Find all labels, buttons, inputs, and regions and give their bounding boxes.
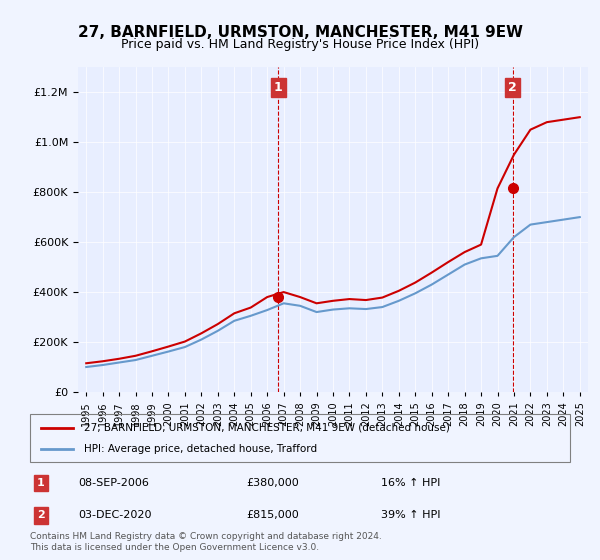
Text: 03-DEC-2020: 03-DEC-2020 <box>79 510 152 520</box>
Text: £815,000: £815,000 <box>246 510 299 520</box>
Text: 1: 1 <box>37 478 44 488</box>
Text: 08-SEP-2006: 08-SEP-2006 <box>79 478 149 488</box>
Text: 2: 2 <box>508 81 517 94</box>
Text: 2: 2 <box>37 510 44 520</box>
Text: 1: 1 <box>274 81 283 94</box>
Text: £380,000: £380,000 <box>246 478 299 488</box>
Text: Price paid vs. HM Land Registry's House Price Index (HPI): Price paid vs. HM Land Registry's House … <box>121 38 479 51</box>
Text: 27, BARNFIELD, URMSTON, MANCHESTER, M41 9EW (detached house): 27, BARNFIELD, URMSTON, MANCHESTER, M41 … <box>84 423 450 433</box>
Text: 16% ↑ HPI: 16% ↑ HPI <box>381 478 440 488</box>
Text: Contains HM Land Registry data © Crown copyright and database right 2024.
This d: Contains HM Land Registry data © Crown c… <box>30 532 382 552</box>
Text: 27, BARNFIELD, URMSTON, MANCHESTER, M41 9EW: 27, BARNFIELD, URMSTON, MANCHESTER, M41 … <box>77 25 523 40</box>
Text: 39% ↑ HPI: 39% ↑ HPI <box>381 510 440 520</box>
Text: HPI: Average price, detached house, Trafford: HPI: Average price, detached house, Traf… <box>84 444 317 454</box>
